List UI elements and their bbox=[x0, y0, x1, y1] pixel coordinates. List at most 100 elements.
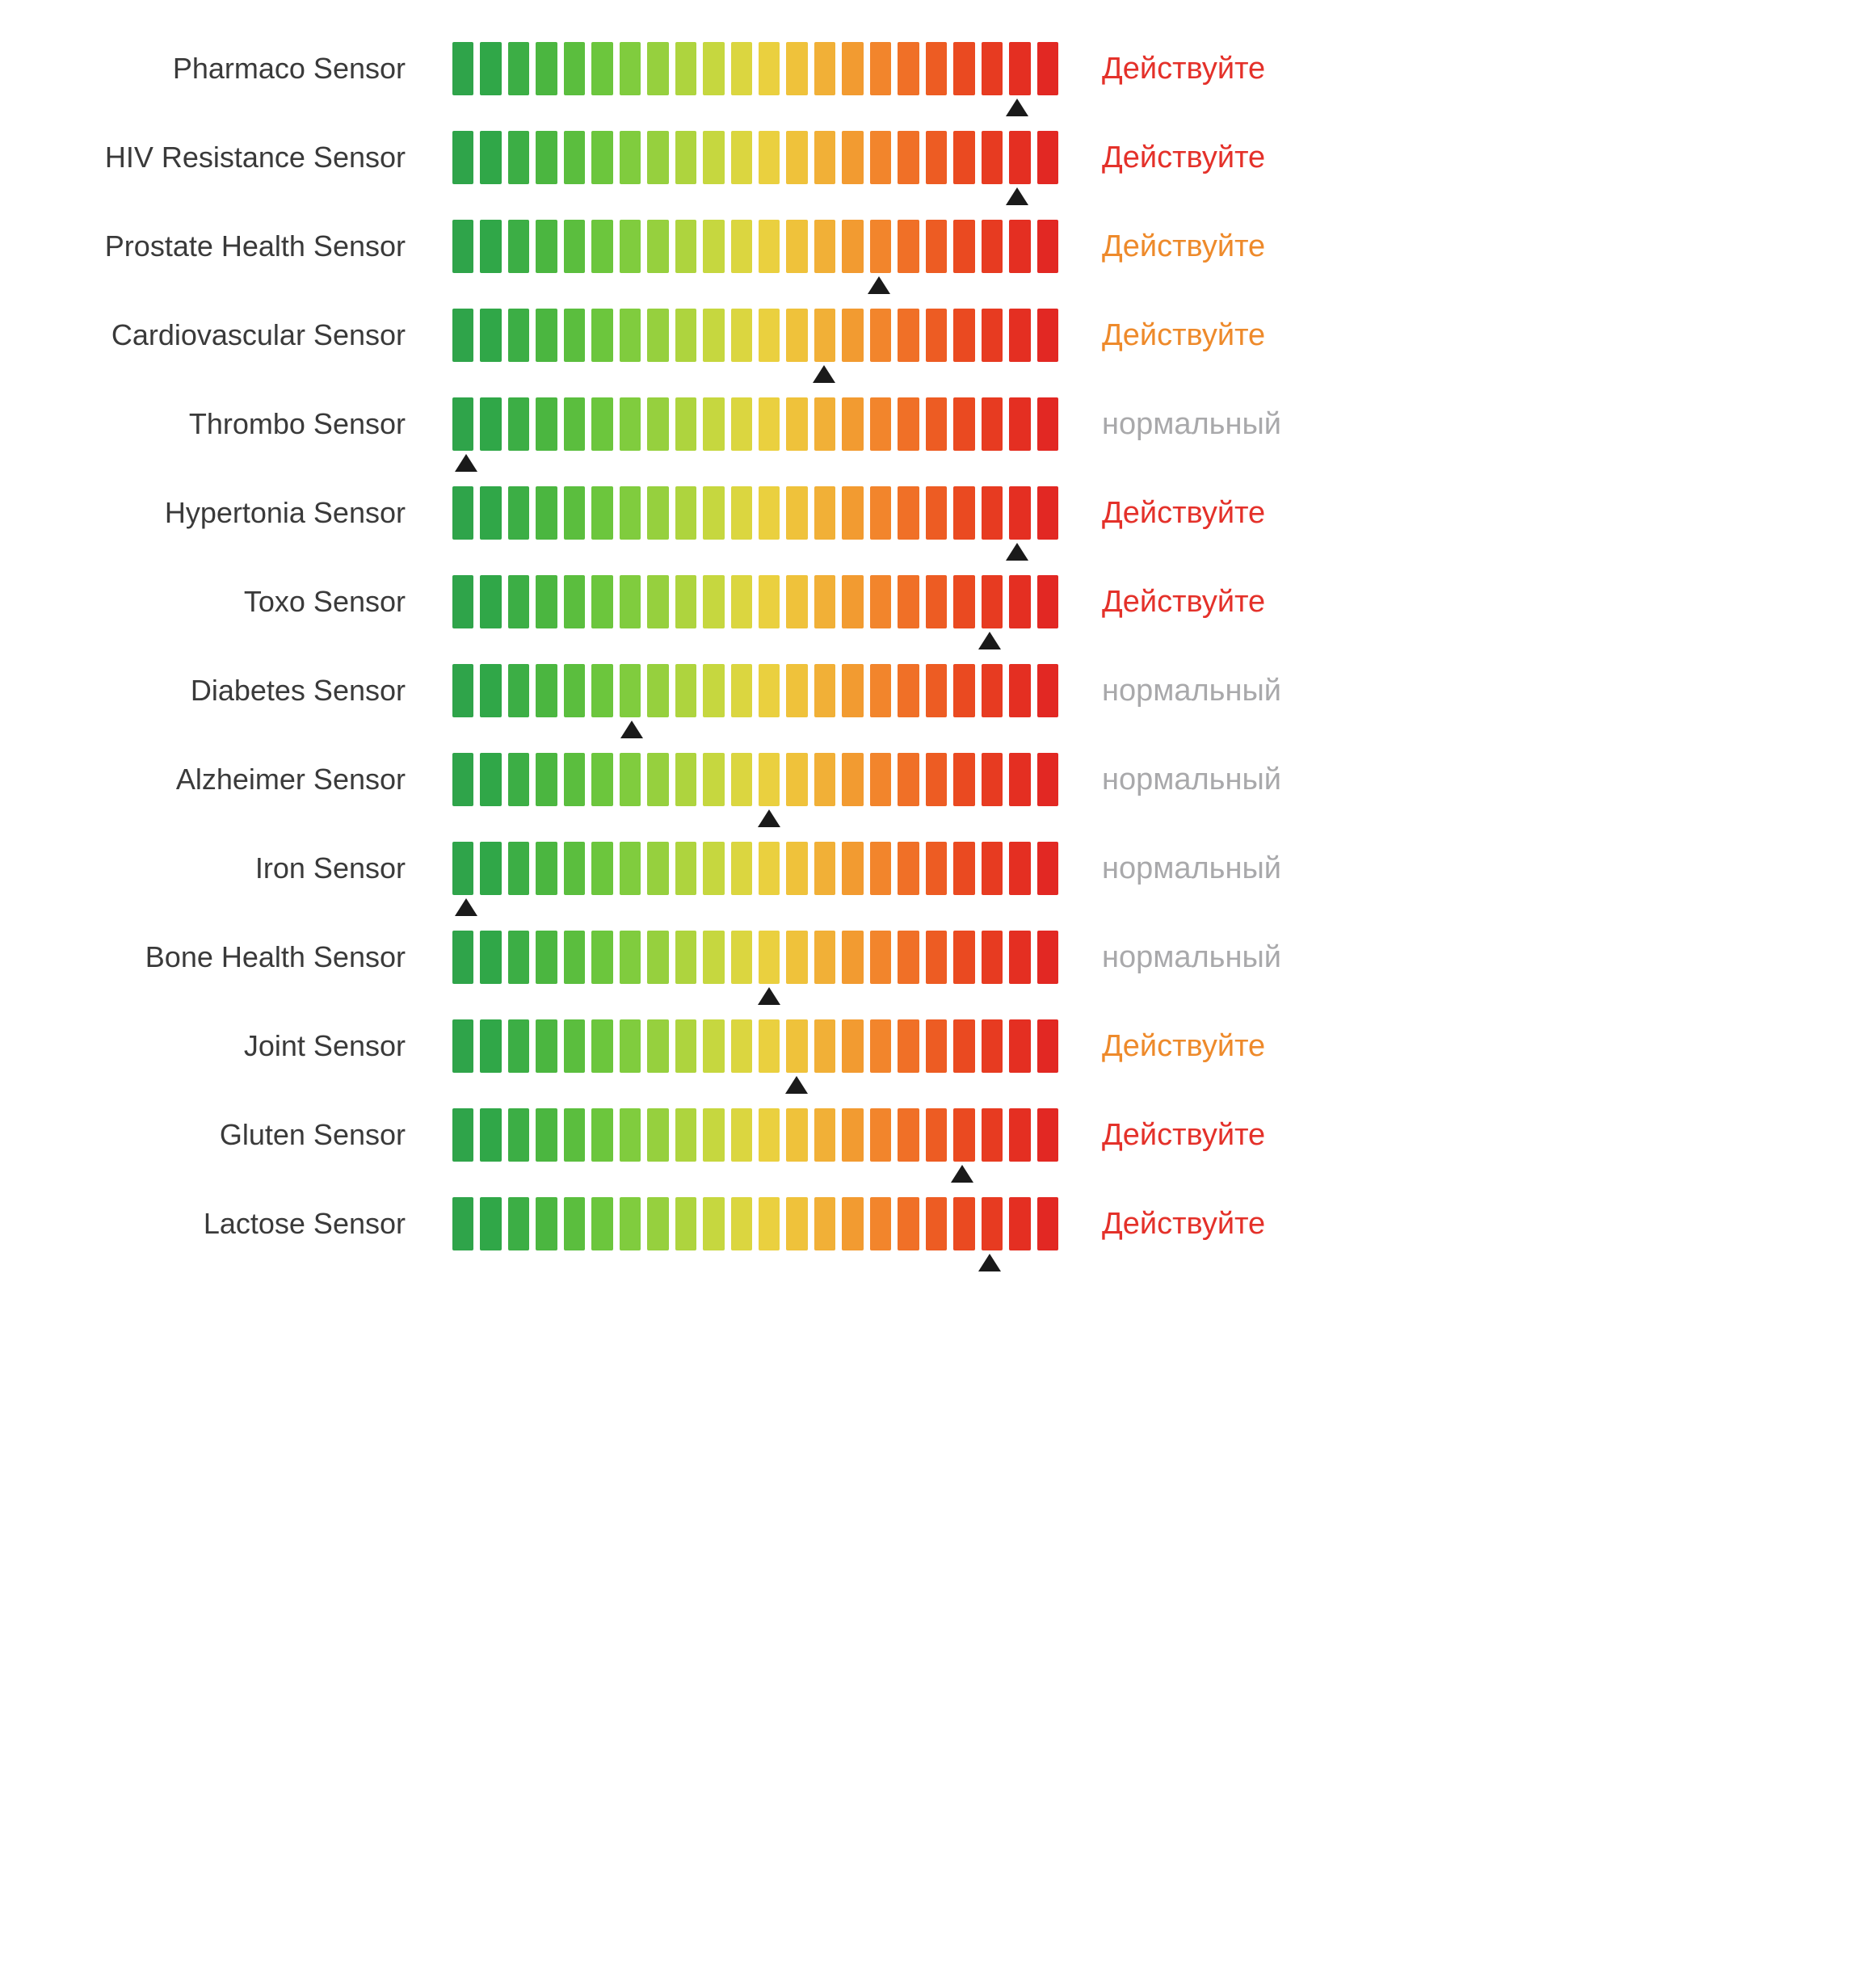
gauge-segment bbox=[452, 931, 473, 984]
gauge bbox=[452, 113, 1058, 202]
gauge-segment bbox=[508, 1108, 529, 1162]
gauge-segment bbox=[452, 486, 473, 540]
status-label: нормальный bbox=[1099, 851, 1834, 886]
gauge-segment bbox=[703, 1019, 724, 1073]
gauge-segment bbox=[731, 575, 752, 628]
gauge-segment bbox=[703, 397, 724, 451]
gauge-segment bbox=[731, 131, 752, 184]
gauge-segment bbox=[759, 842, 780, 895]
gauge-segment bbox=[898, 664, 919, 717]
gauge-segment bbox=[786, 931, 807, 984]
gauge-segments bbox=[452, 842, 1058, 895]
gauge-segment bbox=[926, 397, 947, 451]
gauge-segment bbox=[536, 753, 557, 806]
gauge-segment bbox=[564, 397, 585, 451]
gauge-segment bbox=[508, 575, 529, 628]
gauge-segment bbox=[1009, 931, 1030, 984]
gauge-segment bbox=[703, 575, 724, 628]
gauge-segments bbox=[452, 753, 1058, 806]
gauge-segment bbox=[508, 1197, 529, 1250]
gauge-segment bbox=[982, 753, 1003, 806]
gauge bbox=[452, 24, 1058, 113]
sensor-row: Joint SensorДействуйте bbox=[16, 1002, 1834, 1091]
gauge-segment bbox=[1037, 753, 1058, 806]
gauge-segment bbox=[926, 753, 947, 806]
gauge-segment bbox=[564, 931, 585, 984]
gauge-segment bbox=[647, 931, 668, 984]
gauge-segment bbox=[870, 575, 891, 628]
gauge-segment bbox=[814, 664, 835, 717]
gauge-segment bbox=[759, 486, 780, 540]
gauge-segment bbox=[647, 220, 668, 273]
sensor-row: HIV Resistance SensorДействуйте bbox=[16, 113, 1834, 202]
gauge-segment bbox=[1009, 131, 1030, 184]
gauge-segment bbox=[620, 931, 641, 984]
gauge-segment bbox=[926, 42, 947, 95]
gauge-segment bbox=[564, 842, 585, 895]
gauge-segment bbox=[953, 1019, 974, 1073]
gauge-segment bbox=[508, 131, 529, 184]
gauge-segment bbox=[620, 1197, 641, 1250]
gauge-segment bbox=[1009, 664, 1030, 717]
gauge-segment bbox=[898, 131, 919, 184]
gauge-segment bbox=[842, 931, 863, 984]
gauge-segment bbox=[647, 131, 668, 184]
gauge-segment bbox=[953, 842, 974, 895]
gauge-segment bbox=[870, 1197, 891, 1250]
gauge-segment bbox=[814, 486, 835, 540]
gauge-segment bbox=[898, 397, 919, 451]
gauge-segment bbox=[786, 753, 807, 806]
gauge-segment bbox=[759, 131, 780, 184]
gauge-segment bbox=[508, 753, 529, 806]
gauge-segment bbox=[564, 1108, 585, 1162]
gauge-segment bbox=[953, 1108, 974, 1162]
gauge-segment bbox=[480, 220, 501, 273]
gauge-segment bbox=[508, 664, 529, 717]
gauge-segment bbox=[1037, 1108, 1058, 1162]
gauge-segment bbox=[647, 1197, 668, 1250]
gauge-segment bbox=[870, 220, 891, 273]
status-label: Действуйте bbox=[1099, 52, 1834, 86]
gauge-segments bbox=[452, 42, 1058, 95]
gauge-segment bbox=[898, 931, 919, 984]
gauge-segment bbox=[1009, 1108, 1030, 1162]
gauge-segment bbox=[647, 42, 668, 95]
gauge-segment bbox=[480, 842, 501, 895]
gauge-segment bbox=[480, 309, 501, 362]
gauge-segment bbox=[898, 1108, 919, 1162]
gauge-segment bbox=[591, 1108, 612, 1162]
gauge-segment bbox=[1009, 575, 1030, 628]
gauge-segment bbox=[620, 753, 641, 806]
gauge-segment bbox=[480, 664, 501, 717]
gauge-segment bbox=[731, 842, 752, 895]
gauge-segment bbox=[814, 842, 835, 895]
gauge-segment bbox=[620, 397, 641, 451]
gauge-segments bbox=[452, 1108, 1058, 1162]
sensor-row: Gluten SensorДействуйте bbox=[16, 1091, 1834, 1179]
gauge-segment bbox=[480, 131, 501, 184]
gauge bbox=[452, 735, 1058, 824]
gauge bbox=[452, 1179, 1058, 1268]
gauge-segment bbox=[620, 1019, 641, 1073]
gauge-segment bbox=[759, 664, 780, 717]
gauge-segment bbox=[452, 309, 473, 362]
gauge-segment bbox=[842, 131, 863, 184]
gauge-segment bbox=[898, 486, 919, 540]
gauge-segment bbox=[953, 220, 974, 273]
gauge-segment bbox=[842, 42, 863, 95]
gauge-segment bbox=[703, 486, 724, 540]
gauge-segment bbox=[536, 309, 557, 362]
gauge-segment bbox=[703, 664, 724, 717]
gauge-segment bbox=[731, 753, 752, 806]
gauge-segment bbox=[786, 1019, 807, 1073]
gauge-segment bbox=[731, 1197, 752, 1250]
gauge-segment bbox=[842, 753, 863, 806]
gauge-segment bbox=[814, 397, 835, 451]
gauge-segment bbox=[786, 664, 807, 717]
gauge-segments bbox=[452, 575, 1058, 628]
gauge-segment bbox=[898, 309, 919, 362]
sensor-row: Cardiovascular SensorДействуйте bbox=[16, 291, 1834, 380]
gauge-segment bbox=[647, 753, 668, 806]
gauge-segment bbox=[786, 1108, 807, 1162]
gauge-segment bbox=[480, 397, 501, 451]
